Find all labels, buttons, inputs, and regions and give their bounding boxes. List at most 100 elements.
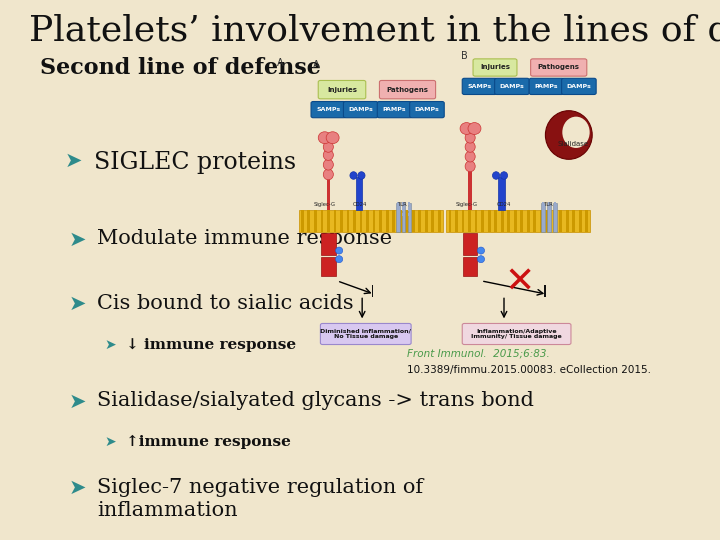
Bar	[346, 210, 349, 232]
Text: ➤: ➤	[68, 294, 86, 314]
FancyBboxPatch shape	[343, 102, 378, 118]
Ellipse shape	[477, 255, 485, 262]
Bar	[399, 210, 402, 232]
Bar	[455, 210, 458, 232]
Bar	[412, 210, 415, 232]
Bar	[356, 177, 362, 210]
Bar	[431, 210, 434, 232]
Bar	[463, 233, 477, 255]
Bar	[585, 210, 588, 232]
Bar	[320, 210, 323, 232]
Ellipse shape	[326, 132, 339, 144]
Text: Injuries: Injuries	[327, 86, 357, 93]
Ellipse shape	[468, 123, 481, 134]
Bar	[554, 207, 556, 211]
Bar	[373, 210, 376, 232]
Bar	[402, 202, 405, 205]
Bar	[462, 210, 464, 232]
Text: Siglec-G: Siglec-G	[314, 202, 336, 207]
Bar	[408, 213, 410, 216]
Bar	[494, 210, 497, 232]
Bar	[542, 207, 544, 211]
Ellipse shape	[323, 169, 333, 180]
Text: ↓ immune response: ↓ immune response	[126, 338, 296, 352]
Bar	[397, 207, 399, 211]
Bar	[397, 202, 399, 205]
Ellipse shape	[546, 111, 593, 159]
FancyBboxPatch shape	[462, 323, 571, 345]
FancyBboxPatch shape	[320, 323, 411, 345]
Text: CD24: CD24	[497, 202, 511, 207]
Bar	[396, 202, 400, 232]
Ellipse shape	[562, 117, 590, 148]
Text: Front Immunol.  2015;6:83.: Front Immunol. 2015;6:83.	[407, 348, 549, 359]
Bar	[405, 210, 408, 232]
Bar	[379, 210, 382, 232]
FancyBboxPatch shape	[377, 102, 412, 118]
Ellipse shape	[460, 123, 473, 134]
Ellipse shape	[500, 172, 508, 179]
Bar	[468, 166, 472, 210]
FancyBboxPatch shape	[318, 80, 366, 99]
Bar	[534, 210, 536, 232]
Bar	[468, 210, 471, 232]
Text: Siglec-7 negative regulation of
inflammation: Siglec-7 negative regulation of inflamma…	[97, 478, 423, 521]
Ellipse shape	[465, 141, 475, 152]
Bar	[541, 202, 545, 232]
Ellipse shape	[336, 255, 343, 262]
Bar	[327, 174, 330, 210]
Bar	[372, 285, 373, 297]
Bar	[500, 210, 503, 232]
Bar	[299, 210, 443, 232]
Text: Modulate immune response: Modulate immune response	[97, 230, 392, 248]
Text: SIGLEC proteins: SIGLEC proteins	[94, 151, 296, 174]
Bar	[527, 210, 530, 232]
Bar	[397, 213, 399, 216]
Bar	[546, 210, 549, 232]
Bar	[513, 210, 516, 232]
Bar	[449, 210, 451, 232]
Bar	[474, 210, 477, 232]
Bar	[566, 210, 569, 232]
Bar	[548, 213, 550, 216]
Bar	[553, 210, 556, 232]
FancyBboxPatch shape	[562, 78, 596, 94]
Text: Siglec-G: Siglec-G	[456, 202, 478, 207]
Bar	[327, 210, 330, 232]
Bar	[359, 210, 362, 232]
Text: ✕: ✕	[505, 266, 535, 300]
Text: ➤: ➤	[65, 151, 82, 171]
Ellipse shape	[358, 172, 365, 179]
FancyBboxPatch shape	[473, 59, 517, 76]
Bar	[446, 210, 590, 232]
Bar	[340, 210, 343, 232]
Ellipse shape	[323, 150, 333, 160]
Bar	[408, 207, 410, 211]
Bar	[481, 210, 484, 232]
Bar	[579, 210, 582, 232]
Text: Platelets’ involvement in the lines of defense: Platelets’ involvement in the lines of d…	[29, 14, 720, 48]
Bar	[408, 202, 411, 232]
Bar	[438, 210, 441, 232]
Bar	[559, 210, 562, 232]
Bar	[507, 210, 510, 232]
Bar	[548, 202, 550, 205]
Bar	[402, 202, 405, 232]
Text: ➤: ➤	[68, 230, 86, 249]
FancyBboxPatch shape	[311, 102, 346, 118]
Text: ➤: ➤	[68, 478, 86, 498]
Bar	[408, 202, 410, 205]
Text: A: A	[277, 58, 284, 68]
Bar	[547, 202, 551, 232]
Bar	[301, 210, 304, 232]
Text: TLR: TLR	[398, 202, 408, 207]
Ellipse shape	[323, 141, 333, 152]
Bar	[498, 177, 505, 210]
Ellipse shape	[323, 159, 333, 170]
Text: Pathogens: Pathogens	[387, 86, 428, 93]
Text: Sialidase/sialyated glycans -> trans bond: Sialidase/sialyated glycans -> trans bon…	[97, 392, 534, 410]
FancyBboxPatch shape	[410, 102, 444, 118]
Text: CD24: CD24	[353, 202, 367, 207]
Bar	[418, 210, 421, 232]
Ellipse shape	[318, 132, 331, 144]
